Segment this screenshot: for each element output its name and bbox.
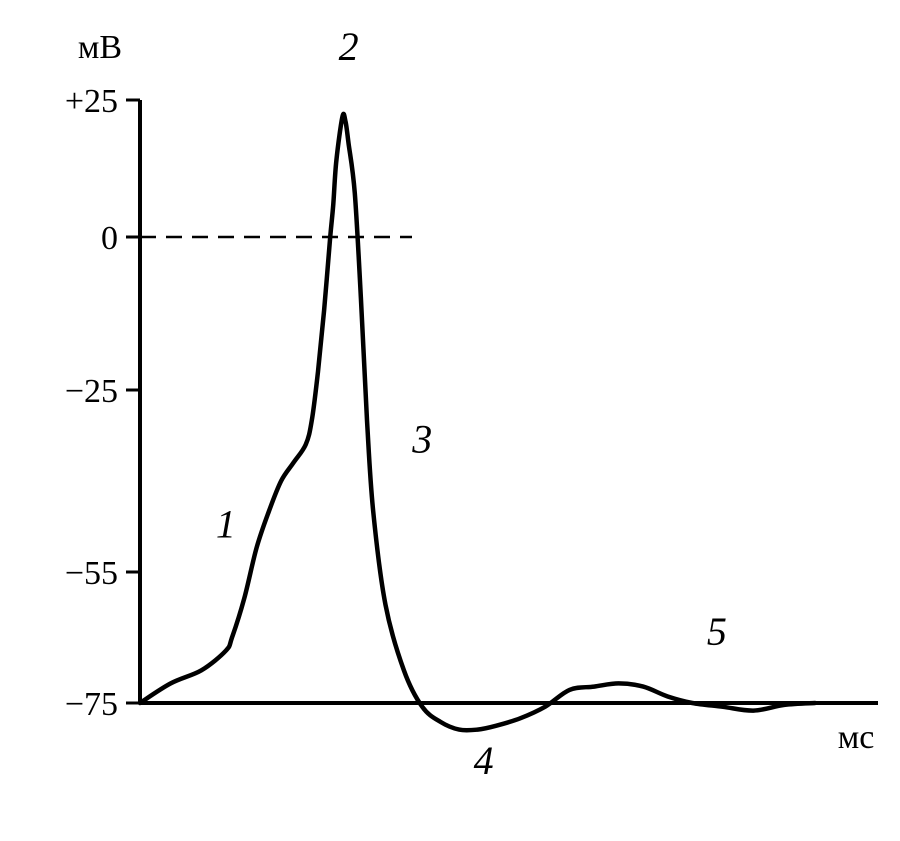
y-tick-label: −25 [65,373,118,410]
y-axis-unit-label: мВ [78,29,122,66]
phase-annotations: 1 2 3 4 5 [216,24,727,783]
phase-label-1: 1 [216,501,236,546]
phase-label-4: 4 [474,738,494,783]
y-tick-label: +25 [65,83,118,120]
y-tick-label: 0 [101,220,118,257]
phase-label-2: 2 [339,24,359,69]
axes [138,100,878,705]
y-tick-label: −55 [65,555,118,592]
phase-label-5: 5 [707,609,727,654]
membrane-potential-curve [137,111,818,733]
y-tick-label: −75 [65,686,118,723]
y-ticks: +25 0 −25 −55 −75 [65,83,140,723]
x-axis-unit-label: мс [838,719,875,756]
phase-label-3: 3 [411,417,432,462]
